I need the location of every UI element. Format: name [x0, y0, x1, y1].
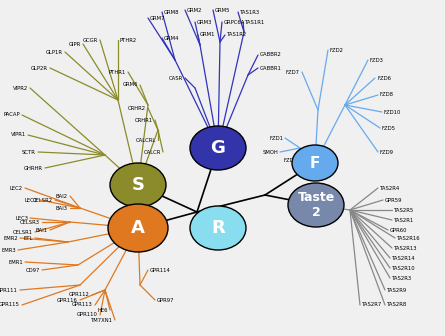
Text: BAI3: BAI3 [56, 206, 68, 210]
Ellipse shape [288, 183, 344, 227]
Text: CRHR1: CRHR1 [135, 118, 153, 123]
Text: BAI1: BAI1 [36, 227, 48, 233]
Text: F: F [310, 156, 320, 170]
Ellipse shape [292, 145, 338, 181]
Ellipse shape [190, 206, 246, 250]
Text: CRHR2: CRHR2 [128, 106, 146, 111]
Text: LEC1: LEC1 [25, 198, 38, 203]
Text: GABBR1: GABBR1 [260, 66, 282, 71]
Text: TAS1R3: TAS1R3 [240, 9, 260, 14]
Text: FZD1: FZD1 [269, 135, 283, 140]
Text: CELSR2: CELSR2 [33, 198, 53, 203]
Text: EMR3: EMR3 [1, 248, 16, 252]
Text: TAS2R5: TAS2R5 [394, 208, 414, 212]
Text: GHRHR: GHRHR [24, 166, 43, 170]
Text: GRM7: GRM7 [150, 15, 166, 20]
Text: FZD10: FZD10 [384, 110, 401, 115]
Text: FZD4: FZD4 [284, 158, 298, 163]
Text: GPR60: GPR60 [390, 227, 408, 233]
Text: CELSR1: CELSR1 [13, 229, 33, 235]
Text: EMR1: EMR1 [8, 259, 23, 264]
Text: EMR2: EMR2 [3, 236, 18, 241]
Text: TAS2R8: TAS2R8 [387, 302, 407, 307]
Text: GPR116: GPR116 [57, 297, 78, 302]
Text: CALCR: CALCR [144, 150, 161, 155]
Text: TAS2R9: TAS2R9 [387, 288, 407, 293]
Text: GRM3: GRM3 [197, 19, 212, 25]
Text: GPR59: GPR59 [385, 198, 402, 203]
Text: Taste
2: Taste 2 [297, 191, 335, 219]
Text: TAS2R14: TAS2R14 [392, 255, 416, 260]
Text: GIPR: GIPR [69, 42, 81, 46]
Text: TAS2R10: TAS2R10 [392, 265, 416, 270]
Text: FZD5: FZD5 [382, 126, 396, 130]
Text: TAS1R1: TAS1R1 [245, 19, 265, 25]
Text: TM7XN1: TM7XN1 [91, 318, 113, 323]
Text: VIPR1: VIPR1 [11, 132, 26, 137]
Text: R: R [211, 219, 225, 237]
Text: PACAP: PACAP [4, 113, 20, 118]
Text: TAS1R2: TAS1R2 [227, 33, 247, 38]
Text: GPR110: GPR110 [77, 312, 98, 318]
Text: CELSR3: CELSR3 [20, 219, 40, 224]
Ellipse shape [108, 204, 168, 252]
Text: GLP2R: GLP2R [31, 66, 48, 71]
Ellipse shape [190, 126, 246, 170]
Text: TAS2R1: TAS2R1 [394, 217, 414, 222]
Text: TAS2R7: TAS2R7 [362, 302, 382, 307]
Text: GCGR: GCGR [83, 38, 98, 42]
Text: G: G [210, 139, 226, 157]
Text: FZD7: FZD7 [286, 70, 300, 75]
Text: GPR114: GPR114 [150, 267, 171, 272]
Text: SMOH: SMOH [262, 150, 278, 155]
Text: GPR111: GPR111 [0, 288, 18, 293]
Text: GPR97: GPR97 [157, 297, 174, 302]
Text: GRM5: GRM5 [215, 7, 231, 12]
Text: HE6: HE6 [97, 307, 108, 312]
Text: PTHR1: PTHR1 [109, 70, 126, 75]
Text: VIPR2: VIPR2 [13, 85, 28, 90]
Text: BAI2: BAI2 [56, 194, 68, 199]
Text: FZD8: FZD8 [380, 92, 394, 97]
Text: GRM8: GRM8 [164, 9, 179, 14]
Text: A: A [131, 219, 145, 237]
Text: GPR113: GPR113 [72, 302, 93, 307]
Text: S: S [132, 176, 145, 194]
Text: GRM6: GRM6 [122, 83, 138, 87]
Text: GPR112: GPR112 [69, 293, 90, 297]
Text: FZD6: FZD6 [377, 76, 391, 81]
Text: GABBR2: GABBR2 [260, 52, 282, 57]
Text: FZD2: FZD2 [330, 47, 344, 52]
Text: GRM1: GRM1 [200, 33, 215, 38]
Ellipse shape [110, 163, 166, 207]
Text: TAS2R3: TAS2R3 [392, 276, 412, 281]
Text: TAS2R13: TAS2R13 [394, 246, 417, 251]
Text: LEC3: LEC3 [15, 215, 28, 220]
Text: GRM4: GRM4 [164, 36, 179, 41]
Text: GLP1R: GLP1R [46, 49, 63, 54]
Text: CASR: CASR [169, 76, 183, 81]
Text: PTHR2: PTHR2 [120, 38, 137, 42]
Text: GRM2: GRM2 [187, 7, 202, 12]
Text: GPR115: GPR115 [0, 302, 20, 307]
Text: ETL: ETL [24, 236, 33, 241]
Text: FZD3: FZD3 [370, 57, 384, 62]
Text: GRPC6A: GRPC6A [224, 19, 245, 25]
Text: SCTR: SCTR [22, 150, 36, 155]
Text: LEC2: LEC2 [10, 185, 23, 191]
Text: FZD9: FZD9 [380, 150, 394, 155]
Text: TAS2R16: TAS2R16 [397, 236, 421, 241]
Text: CALCRL: CALCRL [136, 137, 156, 142]
Text: TAS2R4: TAS2R4 [380, 185, 400, 191]
Text: CD97: CD97 [26, 267, 40, 272]
